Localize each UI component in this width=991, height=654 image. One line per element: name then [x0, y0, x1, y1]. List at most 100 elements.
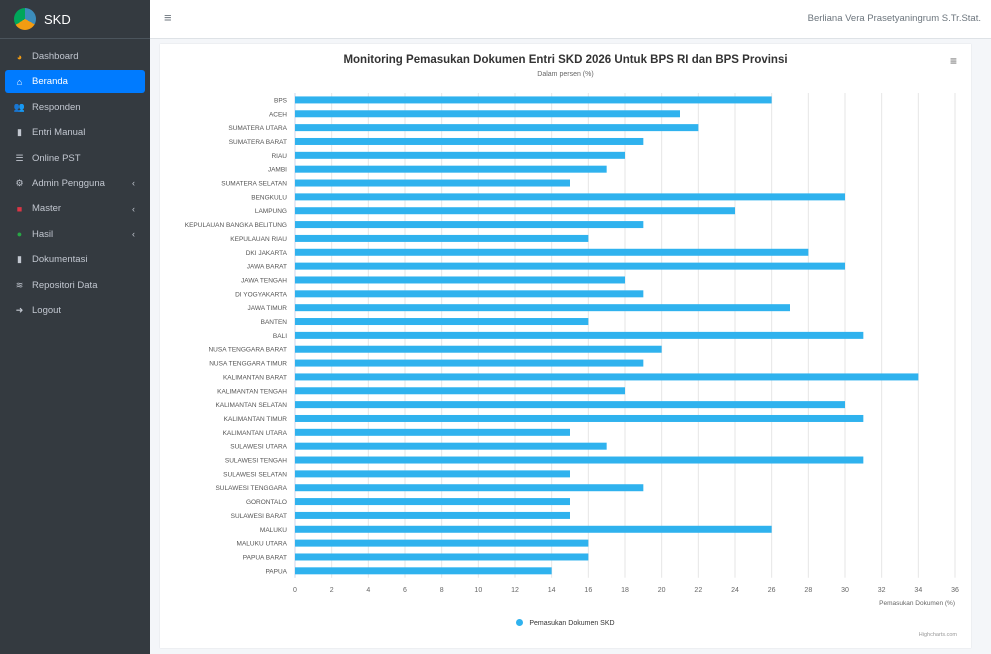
category-label: PAPUA BARAT: [243, 554, 287, 561]
category-label: SULAWESI TENGAH: [225, 458, 287, 465]
bar: [295, 442, 607, 450]
category-label: NUSA TENGGARA BARAT: [208, 347, 287, 354]
sidebar-item-logout[interactable]: ➜ Logout: [5, 299, 145, 322]
category-label: BALI: [273, 333, 287, 340]
user-cog-icon: ⚙: [15, 177, 24, 188]
logout-icon: ➜: [15, 304, 24, 315]
sidebar-item-admin-pengguna[interactable]: ⚙ Admin Pengguna ‹: [5, 172, 145, 195]
bar: [295, 248, 809, 256]
category-label: JAWA TIMUR: [248, 305, 288, 312]
bar: [295, 428, 570, 436]
legend[interactable]: Pemasukan Dokumen SKD: [160, 619, 971, 627]
sidebar-item-label: Dokumentasi: [32, 254, 88, 266]
x-tick-label: 28: [804, 587, 812, 594]
x-tick-label: 10: [474, 587, 482, 594]
chart-credits[interactable]: Highcharts.com: [918, 632, 957, 638]
legend-label: Pemasukan Dokumen SKD: [529, 620, 615, 627]
x-tick-label: 0: [293, 587, 297, 594]
bar: [295, 414, 864, 422]
chevron-left-icon: ‹: [132, 178, 135, 189]
category-label: KEPULAUAN BANGKA BELITUNG: [185, 222, 287, 229]
x-tick-label: 18: [621, 587, 629, 594]
brand[interactable]: SKD: [0, 0, 150, 39]
sidebar-item-hasil[interactable]: ● Hasil ‹: [5, 223, 145, 246]
category-label: MALUKU: [260, 527, 287, 534]
sidebar-item-repositori-data[interactable]: ≋ Repositori Data: [5, 274, 145, 297]
category-label: ACEH: [269, 111, 287, 118]
category-label: DI YOGYAKARTA: [235, 291, 288, 298]
bar: [295, 221, 644, 229]
sidebar-item-beranda[interactable]: ⌂ Beranda: [5, 70, 145, 94]
sidebar-menu: ◕ Dashboard ⌂ Beranda 👥 Responden ▮ Entri Manua…: [0, 45, 150, 322]
sidebar-item-label: Responden: [32, 101, 81, 113]
x-tick-label: 6: [403, 587, 407, 594]
chevron-left-icon: ‹: [132, 203, 135, 214]
database-icon: ≋: [15, 279, 24, 290]
bar: [295, 151, 625, 159]
x-tick-label: 14: [548, 587, 556, 594]
category-label: NUSA TENGGARA TIMUR: [209, 361, 287, 368]
category-label: GORONTALO: [246, 499, 287, 506]
bar: [295, 137, 644, 145]
x-tick-label: 24: [731, 587, 739, 594]
sidebar: SKD ◕ Dashboard ⌂ Beranda 👥 Responden ▮ Entri M…: [0, 0, 150, 654]
hamburger-menu-icon[interactable]: ≡: [164, 10, 172, 25]
list-icon: ☰: [15, 152, 24, 163]
bar: [295, 304, 790, 312]
bar: [295, 387, 625, 395]
bar: [295, 498, 570, 506]
bar: [295, 110, 680, 118]
bar: [295, 553, 589, 561]
category-label: PAPUA: [265, 568, 287, 575]
export-menu-icon[interactable]: ≡: [949, 54, 957, 68]
chevron-left-icon: ‹: [132, 229, 135, 240]
bar: [295, 318, 589, 326]
category-label: SULAWESI UTARA: [230, 444, 287, 451]
x-tick-label: 34: [914, 587, 922, 594]
category-label: BPS: [274, 97, 288, 104]
chart-card: Monitoring Pemasukan Dokumen Entri SKD 2…: [160, 44, 971, 648]
category-label: DKI JAKARTA: [246, 250, 288, 257]
x-tick-label: 16: [584, 587, 592, 594]
sidebar-item-responden[interactable]: 👥 Responden: [5, 96, 145, 119]
x-tick-label: 12: [511, 587, 519, 594]
sidebar-item-label: Hasil: [32, 228, 54, 240]
sidebar-item-dokumentasi[interactable]: ▮ Dokumentasi: [5, 248, 145, 271]
sidebar-item-label: Beranda: [32, 76, 68, 88]
bar: [295, 262, 845, 270]
top-navbar: ≡ Berliana Vera Prasetyaningrum S.Tr.Sta…: [150, 0, 991, 39]
sidebar-item-online-pst[interactable]: ☰ Online PST: [5, 147, 145, 170]
x-tick-label: 26: [768, 587, 776, 594]
x-tick-label: 20: [658, 587, 666, 594]
users-icon: 👥: [13, 101, 26, 112]
sidebar-item-label: Logout: [32, 304, 62, 316]
bar: [295, 96, 772, 104]
category-label: KALIMANTAN UTARA: [223, 430, 288, 437]
x-tick-label: 22: [694, 587, 702, 594]
sidebar-item-entri-manual[interactable]: ▮ Entri Manual: [5, 121, 145, 144]
sidebar-item-master[interactable]: ■ Master ‹: [5, 197, 145, 220]
sidebar-item-dashboard[interactable]: ◕ Dashboard: [5, 45, 145, 68]
bar: [295, 539, 589, 547]
category-label: RIAU: [271, 153, 287, 160]
sidebar-item-label: Dashboard: [32, 51, 79, 62]
category-label: SUMATERA BARAT: [229, 139, 287, 146]
x-tick-label: 30: [841, 587, 849, 594]
home-icon: ⌂: [16, 76, 23, 87]
category-label: KALIMANTAN TIMUR: [224, 416, 288, 423]
category-label: SULAWESI SELATAN: [223, 471, 287, 478]
category-label: JAMBI: [268, 167, 287, 174]
bar: [295, 290, 644, 298]
user-name[interactable]: Berliana Vera Prasetyaningrum S.Tr.Stat.: [807, 13, 981, 24]
chart-subtitle: Dalam persen (%): [537, 71, 594, 78]
chart-title: Monitoring Pemasukan Dokumen Entri SKD 2…: [343, 54, 788, 66]
sidebar-item-label: Entri Manual: [32, 127, 86, 139]
category-label: KALIMANTAN SELATAN: [215, 402, 287, 409]
bar: [295, 276, 625, 284]
bps-logo-icon: [14, 8, 36, 30]
bar: [295, 456, 864, 464]
bar: [295, 525, 772, 533]
sidebar-item-label: Repositori Data: [32, 279, 98, 291]
category-label: MALUKU UTARA: [237, 541, 288, 548]
bar: [295, 207, 735, 215]
